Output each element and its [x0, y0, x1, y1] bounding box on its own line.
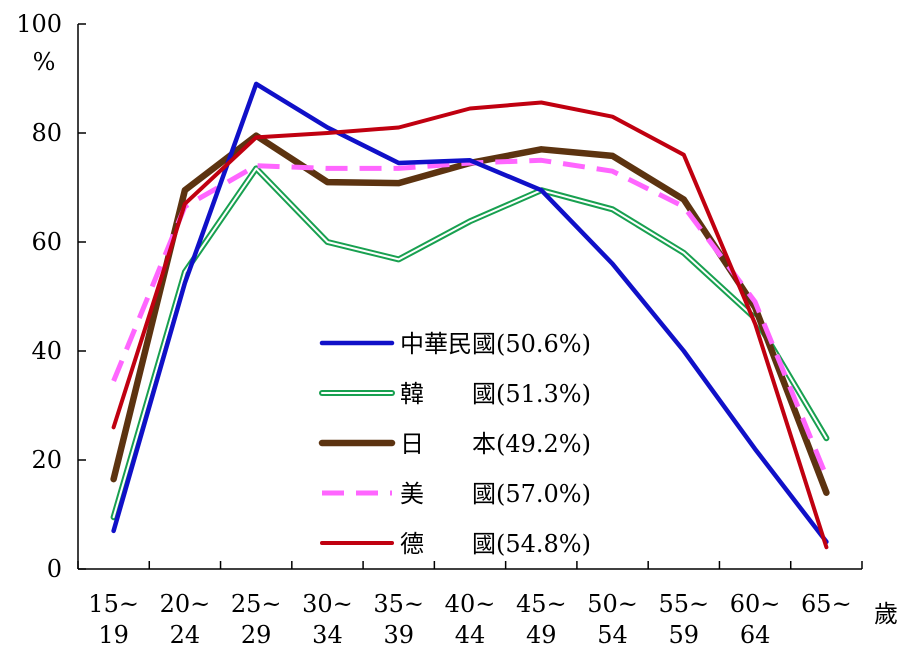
- series-5: [111, 100, 829, 550]
- y-unit-label: %: [33, 48, 56, 76]
- x-unit-label: 歲: [874, 600, 898, 628]
- x-tick-label: 59: [669, 621, 700, 647]
- legend-label: 韓 國(51.3%): [400, 380, 591, 408]
- series-lines: [110, 81, 830, 550]
- x-tick-label: 39: [383, 621, 414, 647]
- x-tick-label: 60~: [730, 590, 781, 618]
- y-tick-label: 0: [47, 555, 62, 583]
- y-tick-label: 80: [31, 119, 62, 147]
- series-line: [111, 157, 829, 478]
- series-line: [111, 100, 829, 550]
- legend-label: 美 國(57.0%): [400, 480, 591, 508]
- x-tick-label: 64: [740, 621, 771, 647]
- legend-item: 日 本(49.2%): [318, 430, 591, 458]
- legend-label: 德 國(54.8%): [400, 530, 591, 558]
- legend-item: 德 國(54.8%): [320, 530, 591, 558]
- legend: 中華民國(50.6%) 韓 國(51.3%) 日 本(49.2%) 美 國(57.0%…: [318, 330, 591, 558]
- x-tick-label: 29: [241, 621, 272, 647]
- y-axis: 0 20 40 60 80 100: [16, 10, 86, 583]
- series-4: [111, 157, 829, 478]
- y-tick-label: 20: [31, 446, 62, 474]
- x-axis: 15~ 19 20~ 24 25~ 29 30~ 34 35~ 39 40~ 44 45~ 49 50~ 54…: [77, 561, 898, 647]
- x-tick-label: 35~: [373, 590, 424, 618]
- x-tick-label: 50~: [587, 590, 638, 618]
- legend-label: 中華民國(50.6%): [400, 330, 591, 358]
- x-tick-label: 45~: [516, 590, 567, 618]
- legend-item: 中華民國(50.6%): [319, 330, 591, 358]
- legend-item: 韓 國(51.3%): [319, 380, 591, 408]
- x-tick-label: 15~: [88, 590, 139, 618]
- series-line: [111, 81, 829, 545]
- x-tick-label: 19: [98, 621, 129, 647]
- x-tick-label: 40~: [445, 590, 496, 618]
- x-tick-label: 30~: [302, 590, 353, 618]
- x-tick-label: 44: [455, 621, 486, 647]
- y-tick-label: 100: [16, 10, 62, 38]
- x-tick-label: 20~: [160, 590, 211, 618]
- y-tick-label: 60: [31, 228, 62, 256]
- legend-label: 日 本(49.2%): [400, 430, 591, 458]
- x-tick-label: 65~: [801, 590, 852, 618]
- x-tick-label: 49: [526, 621, 557, 647]
- legend-item: 美 國(57.0%): [322, 480, 591, 508]
- x-tick-label: 55~: [658, 590, 709, 618]
- x-tick-label: 24: [170, 621, 201, 647]
- x-tick-label: 54: [597, 621, 628, 647]
- y-tick-label: 40: [31, 337, 62, 365]
- series-2: [110, 165, 830, 521]
- x-tick-label: 25~: [231, 590, 282, 618]
- series-line-inner: [112, 167, 828, 519]
- series-1: [111, 81, 829, 545]
- x-tick-label: 34: [312, 621, 343, 647]
